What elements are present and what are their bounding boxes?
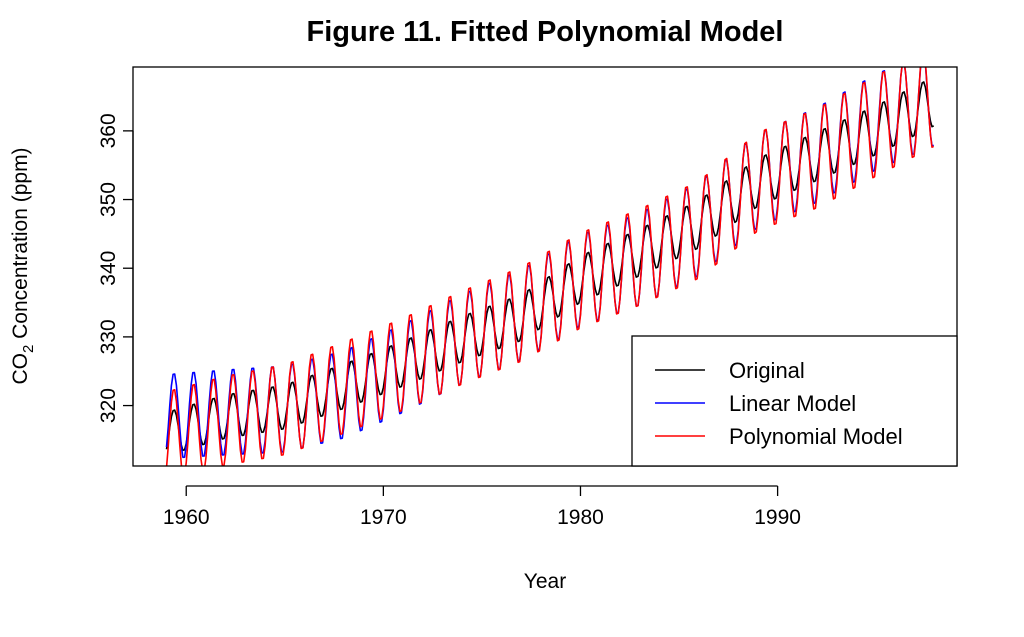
series-line-polynomial-model: [165, 67, 935, 466]
y-tick-label: 320: [97, 388, 120, 423]
y-axis: 320 330 340 350 360: [97, 113, 134, 423]
x-tick-label: 1990: [754, 506, 801, 529]
y-tick-label: 360: [97, 113, 120, 148]
legend-label: Original: [729, 358, 805, 383]
legend-box: [631, 335, 958, 467]
y-axis-label-rest: Concentration (ppm): [9, 147, 32, 344]
y-axis-label-subscript: 2: [20, 345, 37, 353]
y-axis-label-main: CO: [9, 353, 32, 385]
y-axis-label: CO2 Concentration (ppm): [9, 147, 37, 384]
x-tick-label: 1970: [360, 506, 407, 529]
series-line-original: [165, 81, 935, 452]
y-tick-label: 340: [97, 251, 120, 286]
legend-label: Polynomial Model: [729, 424, 903, 449]
x-axis: 1960 1970 1980 1990: [163, 485, 801, 529]
y-tick-label: 350: [97, 182, 120, 217]
chart-title: Figure 11. Fitted Polynomial Model: [307, 16, 784, 48]
x-axis-label: Year: [524, 570, 566, 593]
y-tick-label: 330: [97, 319, 120, 354]
series-layer: [165, 67, 935, 466]
x-tick-label: 1980: [557, 506, 604, 529]
legend: Original Linear Model Polynomial Model: [631, 335, 958, 467]
x-tick-label: 1960: [163, 506, 210, 529]
legend-label: Linear Model: [729, 391, 856, 416]
